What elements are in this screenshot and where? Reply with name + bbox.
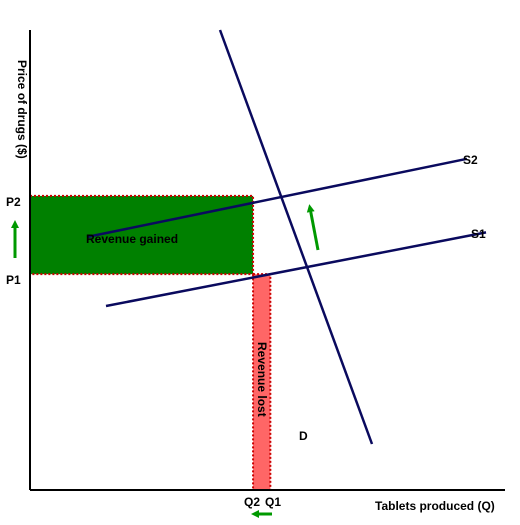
quantity-label-q1: Q1: [265, 495, 281, 509]
curve-label-d: D: [299, 429, 308, 443]
s2-curve: [86, 157, 468, 239]
revenue-gained-region: [29, 194, 255, 276]
curves: [86, 29, 487, 445]
x-axis-label: Tablets produced (Q): [375, 499, 495, 513]
shaded-regions: [29, 194, 272, 491]
revenue-gained-label: Revenue gained: [86, 232, 178, 246]
quantity-label-q2: Q2: [244, 495, 260, 509]
s1-curve: [105, 231, 487, 308]
curve-label-s2: S2: [463, 153, 478, 167]
supply-shift-arrow-icon: [306, 204, 320, 251]
y-axis-label: Price of drugs ($): [15, 60, 29, 159]
curve-label-s1: S1: [471, 227, 486, 241]
price-label-p1: P1: [6, 273, 21, 287]
d-curve: [218, 29, 374, 445]
revenue-lost-label: Revenue lost: [255, 342, 269, 417]
price-label-p2: P2: [6, 195, 21, 209]
